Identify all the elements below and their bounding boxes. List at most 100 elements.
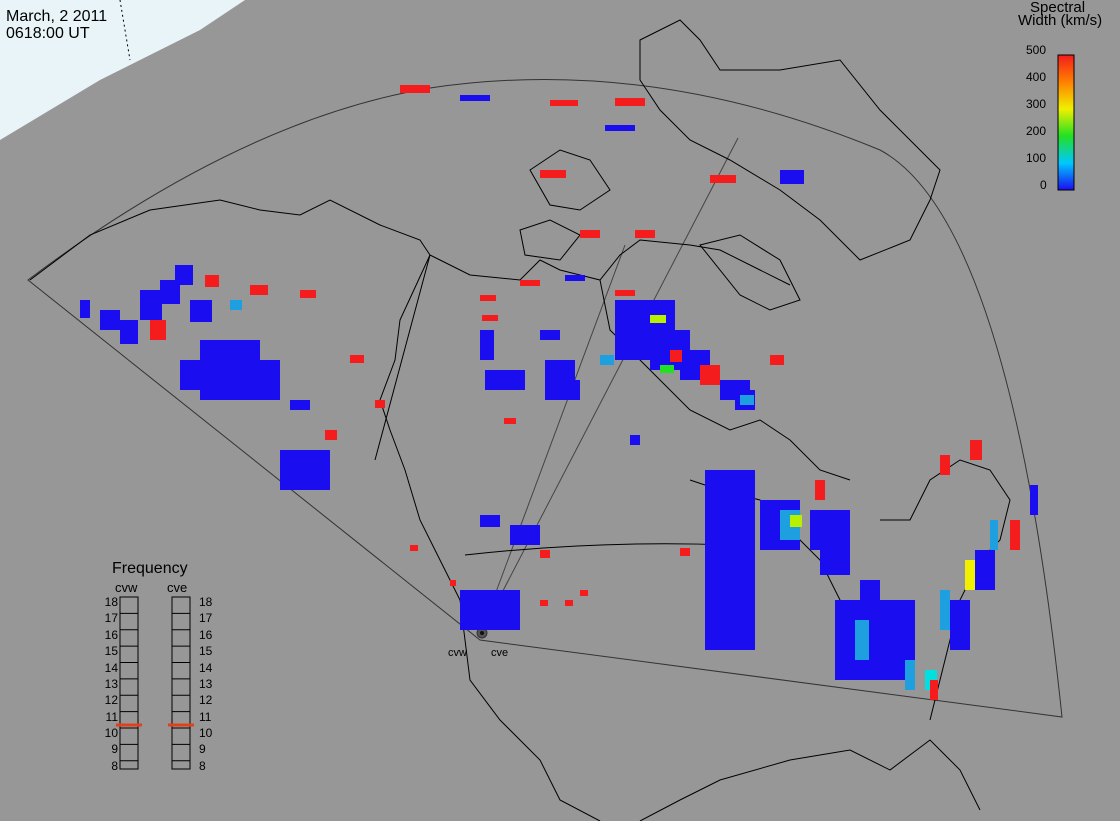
scatter-cell	[880, 620, 910, 660]
scatter-cell	[350, 355, 364, 363]
backscatter-cells	[80, 85, 1038, 700]
scatter-cell	[965, 560, 975, 590]
scatter-cell	[250, 285, 268, 295]
cve-frequency-tick: 11	[199, 709, 212, 724]
scatter-cell	[770, 355, 784, 365]
scatter-cell	[615, 98, 645, 106]
scatter-cell	[480, 515, 500, 527]
colorbar-title-line1: Spectral	[1030, 0, 1086, 16]
colorbar-tick: 300	[1026, 97, 1047, 111]
site-label-cvw: cvw	[448, 647, 467, 659]
scatter-cell	[80, 300, 90, 318]
scatter-cell	[140, 290, 162, 320]
colorbar-tick: 500	[1026, 43, 1047, 57]
scatter-cell	[635, 230, 655, 238]
scatter-cell	[400, 85, 430, 93]
scatter-cell	[565, 275, 585, 281]
scatter-cell	[100, 310, 120, 330]
scatter-cell	[175, 265, 193, 285]
scatter-cell	[480, 295, 496, 301]
gauge-ticks	[120, 612, 190, 762]
cve-frequency-tick: 12	[199, 693, 213, 708]
scatter-cell	[560, 380, 580, 400]
scatter-cell	[150, 320, 166, 340]
cvw-frequency-tick: 15	[104, 644, 118, 659]
scatter-cell	[1010, 520, 1020, 550]
political-borders	[374, 254, 731, 556]
scatter-cell	[700, 365, 720, 385]
scatter-cell	[1030, 485, 1038, 515]
scatter-cell	[630, 435, 640, 445]
cve-frequency-tick: 10	[199, 726, 213, 741]
scatter-cell	[550, 100, 578, 106]
scatter-cell	[482, 315, 498, 321]
scatter-cell	[230, 300, 242, 310]
cvw-gauge-label: cvw	[115, 580, 138, 595]
cve-frequency-tick: 14	[199, 660, 213, 675]
colorbar	[1057, 54, 1075, 191]
scatter-cell	[540, 330, 560, 340]
frequency-title: Frequency	[112, 560, 188, 577]
scatter-cell	[540, 550, 550, 558]
colorbar-title-line2: Width (km/s)	[1018, 12, 1103, 29]
scatter-cell	[190, 300, 212, 322]
scatter-cell	[180, 360, 210, 390]
scatter-cell	[600, 355, 614, 365]
scatter-cell	[780, 170, 804, 184]
scatter-cell	[990, 520, 998, 550]
terminator-line	[119, 0, 131, 61]
scatter-cell	[240, 360, 280, 400]
colorbar-tick: 100	[1026, 151, 1047, 165]
cve-frequency-tick: 17	[199, 611, 213, 626]
cvw-frequency-tick: 9	[111, 742, 118, 757]
scatter-cell	[705, 470, 755, 650]
scatter-cell	[520, 280, 540, 286]
scatter-cell	[810, 510, 850, 550]
cve-frequency-tick: 16	[199, 627, 213, 642]
cve-frequency-tick: 18	[199, 595, 213, 609]
scatter-cell	[375, 400, 385, 408]
cve-frequency-tick: 9	[199, 742, 206, 757]
scatter-cell	[460, 95, 490, 101]
cvw-frequency-tick: 12	[104, 693, 118, 708]
colorbar-tick: 200	[1026, 124, 1047, 138]
scatter-cell	[300, 470, 330, 490]
scatter-cell	[580, 590, 588, 596]
scatter-cell	[160, 280, 180, 304]
scatter-cell	[615, 290, 635, 296]
scatter-cell	[460, 590, 520, 630]
scatter-cell	[480, 330, 494, 360]
scatter-cell	[670, 350, 682, 362]
cve-frequency-tick: 13	[199, 676, 213, 691]
scatter-cell	[790, 515, 802, 527]
scatter-cell	[680, 548, 690, 556]
scatter-cell	[580, 230, 600, 238]
scatter-cell	[410, 545, 418, 551]
scatter-cell	[740, 395, 754, 405]
fov-boundary	[27, 79, 1063, 718]
fov-beam-edge-2	[479, 244, 626, 636]
time-label: 0618:00 UT	[6, 25, 90, 42]
cve-frequency-tick: 8	[199, 758, 206, 773]
daylight-region	[0, 0, 245, 140]
scatter-cell	[205, 275, 219, 287]
radar-site-dot	[480, 631, 484, 635]
scatter-cell	[650, 315, 666, 323]
scatter-cell	[510, 525, 540, 545]
cvw-frequency-tick: 11	[105, 709, 118, 724]
scatter-cell	[565, 600, 573, 606]
cvw-frequency-tick: 16	[104, 627, 118, 642]
scatter-cell	[855, 620, 869, 660]
date-label: March, 2 2011	[6, 8, 108, 25]
scatter-cell	[325, 430, 337, 440]
scatter-cell	[540, 170, 566, 178]
scatter-cell	[290, 400, 310, 410]
scatter-cell	[120, 320, 138, 344]
scatter-cell	[950, 600, 970, 650]
colorbar-tick: 400	[1026, 70, 1047, 84]
site-label-cve: cve	[491, 647, 509, 659]
scatter-cell	[930, 680, 938, 700]
scatter-cell	[970, 440, 982, 460]
